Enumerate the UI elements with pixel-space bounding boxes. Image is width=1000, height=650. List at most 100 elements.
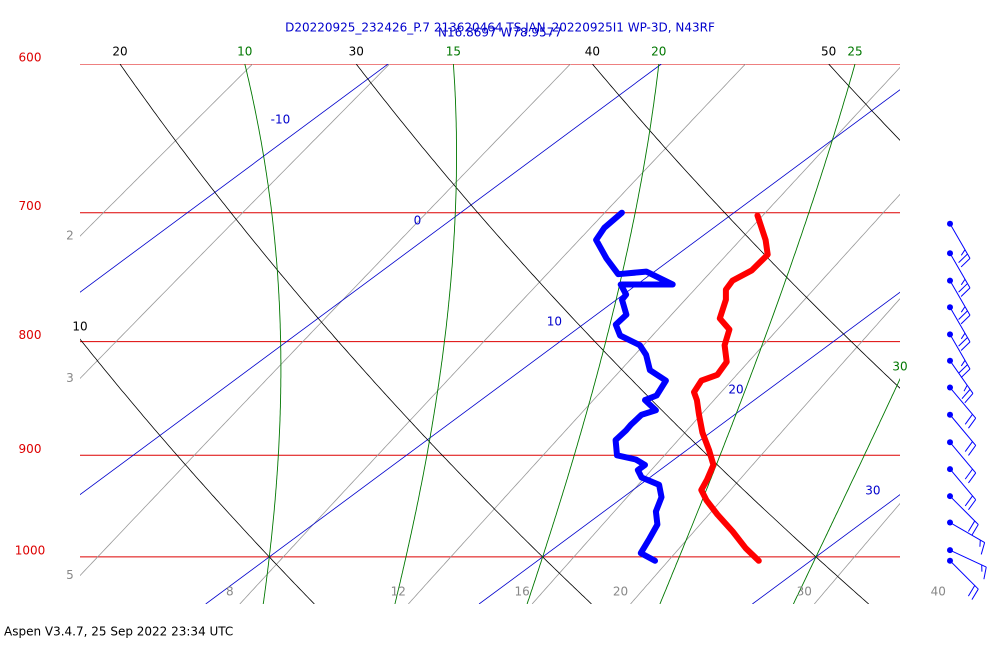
wind-barb-feather: [983, 566, 987, 580]
pressure-label: 900: [19, 442, 42, 456]
wind-barb-feather: [960, 314, 971, 325]
wind-barb-staff: [949, 252, 971, 289]
wind-barb-feather: [971, 588, 979, 600]
wind-barb: [947, 250, 971, 297]
wind-barb-feather: [968, 417, 977, 429]
moist-adiabat-label: 20: [651, 45, 666, 59]
diagram-grid: [80, 64, 1000, 604]
wind-barb-feather: [967, 585, 976, 597]
wind-barb: [947, 547, 987, 580]
wind-barb-staff: [949, 495, 979, 525]
isotherm-label: 0: [414, 214, 422, 228]
dry-adiabat-label: 30: [349, 45, 364, 59]
moist-adiabat: [927, 64, 1000, 604]
moist-adiabat: [659, 64, 856, 604]
wind-barb: [947, 411, 977, 456]
wind-barb-feather: [971, 524, 979, 536]
wind-barb: [947, 277, 971, 325]
mixing-ratio-line: [814, 502, 900, 604]
isotherm: [80, 64, 662, 496]
moist-adiabat-label: 15: [446, 45, 461, 59]
temperature-profile: [691, 212, 771, 564]
mixing-ratio-line: [948, 64, 1000, 604]
dry-adiabat: [828, 64, 900, 141]
profiles: [593, 209, 771, 564]
wind-barb-feather: [963, 385, 968, 392]
footer: Aspen V3.4.7, 25 Sep 2022 23:34 UTC: [4, 625, 233, 639]
wind-barb-staff: [949, 522, 985, 543]
dry-adiabat: [119, 64, 592, 604]
wind-barb-staff: [949, 223, 971, 259]
moist-adiabat: [244, 64, 282, 604]
isotherm-label: 30: [865, 484, 880, 498]
wind-barb-feather: [960, 278, 966, 286]
dry-adiabat-label: 10: [72, 320, 87, 334]
moist-adiabat-label: 10: [237, 45, 252, 59]
moist-adiabat-label: 30: [892, 360, 907, 374]
wind-barb-staff: [949, 414, 977, 446]
mixing-ratio-line: [531, 193, 900, 604]
wind-barb-feather: [960, 360, 966, 367]
dewpoint-profile: [593, 209, 676, 564]
moist-adiabat: [526, 64, 660, 604]
wind-barb-feather: [958, 364, 968, 374]
wind-barb-staff: [949, 560, 979, 590]
wind-barb-feather: [964, 441, 973, 452]
isotherm: [752, 494, 900, 604]
isotherm-label: 20: [728, 383, 743, 397]
mixing-ratio-label: 8: [226, 585, 234, 599]
dry-adiabat: [80, 338, 315, 604]
wind-barb-feather: [960, 287, 971, 297]
wind-barb: [947, 519, 986, 555]
wind-barb-staff: [949, 360, 974, 394]
mixing-ratio-line: [80, 64, 253, 237]
wind-barb-feather: [958, 253, 968, 263]
mixing-ratio-line: [80, 64, 571, 577]
moist-adiabat: [394, 64, 457, 604]
dry-adiabat: [355, 64, 869, 604]
dry-adiabat-label: 20: [112, 45, 127, 59]
wind-barb-staff: [949, 468, 977, 501]
isotherm-label: -10: [271, 113, 291, 127]
mixing-ratio-line: [408, 66, 900, 604]
wind-barb: [947, 220, 971, 268]
mixing-ratio-label: 40: [931, 585, 946, 599]
wind-barb-feather: [960, 341, 971, 351]
mixing-ratio-label: 20: [613, 585, 628, 599]
wind-barb: [947, 493, 979, 536]
pressure-label: 800: [19, 328, 42, 342]
wind-barb: [947, 357, 974, 404]
wind-barb-feather: [960, 306, 966, 313]
chart-title: D20220925_232426_P.7 213620464 TS JAN_20…: [285, 21, 715, 35]
wind-barb-feather: [980, 542, 986, 555]
isotherm: [80, 64, 389, 293]
dry-adiabat-label: 50: [821, 45, 836, 59]
moist-adiabat: [792, 377, 900, 604]
wind-barb-feather: [964, 393, 974, 404]
wind-barb-feather: [958, 337, 968, 347]
wind-barb-feather: [958, 310, 968, 320]
wind-barb-feather: [964, 468, 973, 480]
mixing-ratio-label: 16: [514, 585, 529, 599]
labels: 600 700 800 900 1000 2 3 5 8 12 16 20 30 40 -10 0 10 20 30…: [15, 45, 946, 599]
wind-barb: [947, 466, 977, 511]
wind-barb-feather: [964, 414, 973, 425]
wind-barb-feather: [964, 495, 973, 507]
wind-barb-feather: [968, 499, 977, 511]
wind-barb-staff: [949, 549, 987, 568]
isotherm: [478, 291, 900, 604]
wind-barb-feather: [958, 283, 968, 293]
wind-barb-feather: [967, 520, 976, 532]
wind-barb-feather: [961, 389, 971, 400]
mixing-ratio-label: 5: [66, 568, 74, 582]
wind-barb-dot: [947, 250, 953, 257]
mixing-ratio-label: 30: [797, 585, 812, 599]
wind-barb: [947, 331, 971, 378]
wind-barb-staff: [949, 387, 977, 419]
wind-barb-feather: [960, 368, 971, 378]
mixing-ratio-label: 2: [66, 229, 74, 243]
chart-subtitle: N16.8697 W78.9577: [438, 26, 562, 40]
mixing-ratio-line: [80, 64, 390, 379]
